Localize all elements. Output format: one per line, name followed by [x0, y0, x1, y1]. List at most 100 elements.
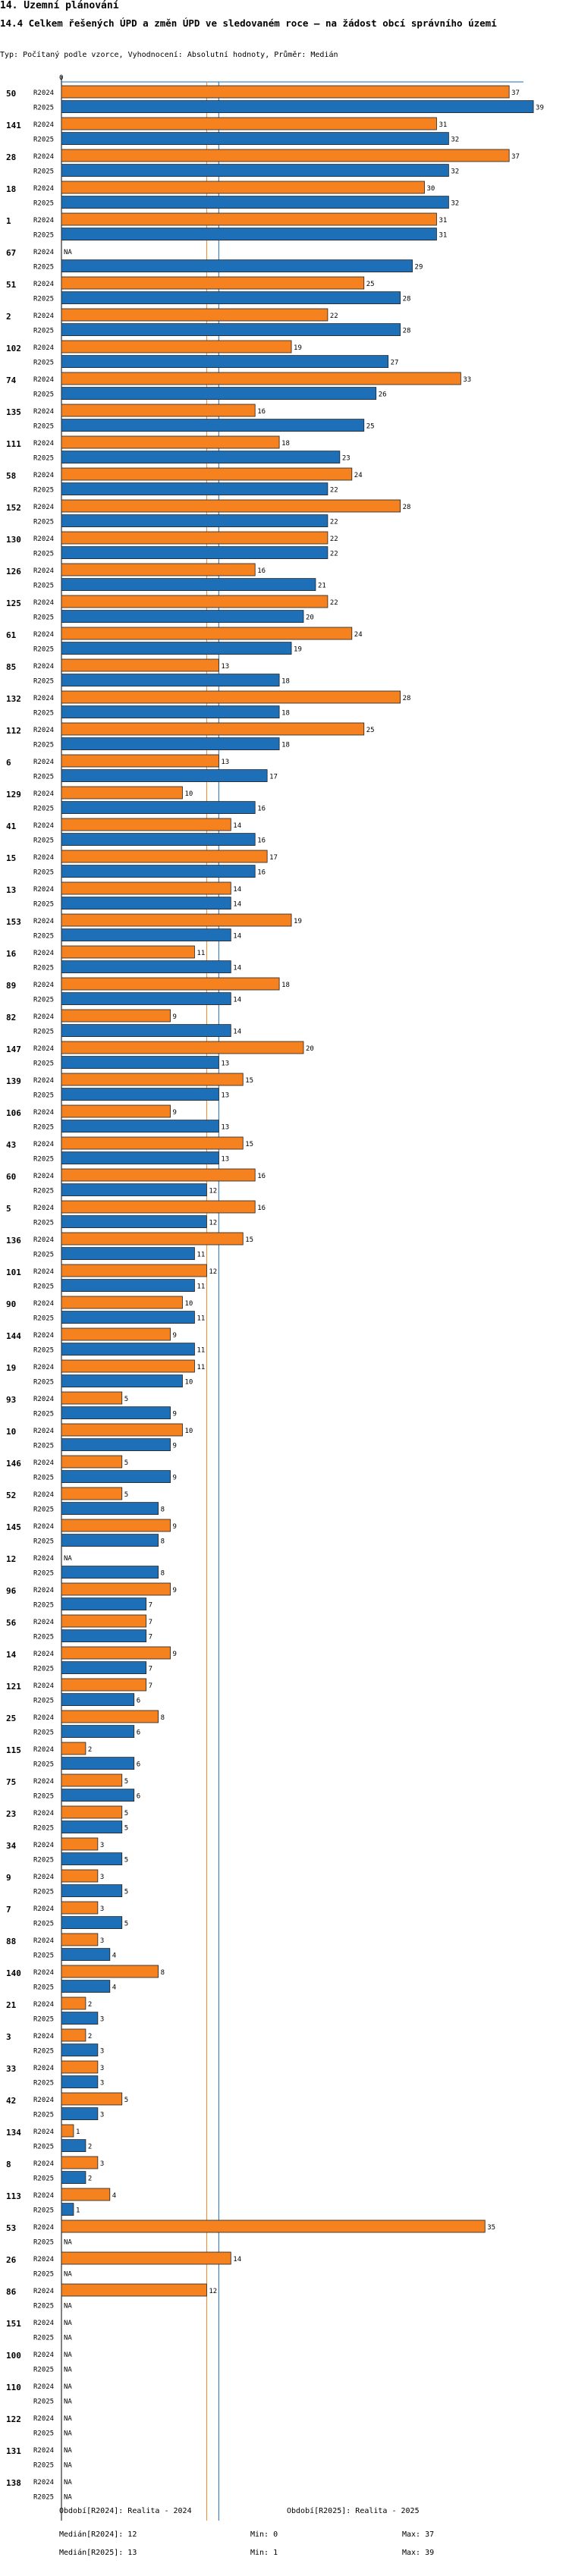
bar-r2024 [61, 1455, 123, 1469]
bar-r2024 [61, 722, 365, 736]
series-row-label: R2024 [33, 759, 54, 766]
bar-value-label: 11 [196, 1347, 205, 1355]
group-label: 42 [6, 2096, 16, 2106]
bar-r2024 [61, 2028, 86, 2042]
bar-r2024 [61, 404, 256, 417]
group-label: 14 [6, 1650, 17, 1660]
bar-r2024 [61, 818, 231, 831]
bar-value-label: 31 [439, 121, 447, 129]
series-row-label: R2024 [33, 1619, 54, 1626]
group-label: 26 [6, 2255, 17, 2265]
bar-r2024 [61, 1901, 99, 1915]
series-row-label: R2025 [33, 2271, 54, 2279]
bar-na-label: NA [64, 2494, 72, 2502]
bar-value-label: 5 [124, 1459, 128, 1467]
group-label: 51 [6, 280, 17, 290]
series-row-label: R2024 [33, 1778, 54, 1786]
bar-r2025 [61, 1374, 183, 1387]
group-label: 96 [6, 1586, 17, 1596]
bar-value-label: 16 [257, 1205, 266, 1212]
bar-r2024 [61, 1200, 256, 1214]
bar-value-label: 10 [185, 790, 193, 798]
bar-r2024 [61, 1742, 86, 1755]
bar-r2024 [61, 1359, 195, 1373]
bar-value-label: 18 [281, 678, 290, 686]
group-label: 125 [6, 598, 21, 608]
bar-r2025 [61, 578, 316, 591]
series-row-label: R2025 [33, 1315, 54, 1323]
bar-r2024 [61, 945, 195, 959]
series-row-label: R2025 [33, 200, 54, 208]
group-label: 9 [6, 1873, 11, 1883]
group-label: 74 [6, 375, 17, 385]
series-row-label: R2025 [33, 2239, 54, 2247]
bar-r2025 [61, 1629, 147, 1643]
series-row-label: R2024 [33, 1523, 54, 1531]
bar-r2024 [61, 1487, 123, 1500]
bar-r2024 [61, 1009, 171, 1023]
bar-value-label: 14 [233, 2256, 241, 2263]
series-row-label: R2024 [33, 631, 54, 639]
bar-r2024 [61, 1837, 99, 1851]
series-row-label: R2024 [33, 1428, 54, 1435]
bar-r2024 [61, 85, 510, 99]
group-label: 33 [6, 2064, 16, 2074]
series-row-label: R2025 [33, 2335, 54, 2342]
bar-value-label: 18 [281, 982, 290, 989]
bar-value-label: 13 [221, 1092, 229, 1100]
bar-r2025 [61, 1661, 147, 1675]
footer-median-2025: Medián[R2025]: 13 [59, 2549, 137, 2557]
series-row-label: R2024 [33, 376, 54, 384]
bar-na-label: NA [64, 2399, 72, 2406]
series-row-label: R2024 [33, 950, 54, 957]
series-row-label: R2024 [33, 2097, 54, 2104]
bar-r2025 [61, 1215, 207, 1228]
group-label: 2 [6, 312, 11, 322]
bar-r2025 [61, 1088, 219, 1101]
bar-na-label: NA [64, 2320, 72, 2327]
bar-value-label: 5 [124, 2097, 128, 2104]
bar-value-label: 20 [306, 1045, 314, 1053]
bar-r2024 [61, 499, 401, 513]
group-label: 61 [6, 630, 17, 640]
bar-r2025 [61, 2075, 99, 2089]
series-row-label: R2024 [33, 217, 54, 225]
bar-r2024 [61, 1296, 183, 1309]
bar-value-label: 1 [76, 2128, 80, 2136]
bar-na-label: NA [64, 2462, 72, 2470]
bar-r2025 [61, 960, 231, 973]
bar-r2025 [61, 1820, 123, 1834]
series-row-label: R2024 [33, 2065, 54, 2072]
bar-value-label: 2 [88, 2001, 92, 2009]
bar-r2024 [61, 2188, 111, 2201]
bar-value-label: 9 [173, 1332, 177, 1340]
bar-r2025 [61, 865, 256, 878]
bar-value-label: 5 [124, 1889, 128, 1896]
bar-r2025 [61, 1852, 123, 1866]
bar-r2025 [61, 323, 401, 337]
group-label: 101 [6, 1268, 21, 1277]
group-label: 151 [6, 2319, 21, 2329]
bar-value-label: 28 [403, 328, 411, 335]
bar-value-label: 5 [124, 1825, 128, 1833]
bar-value-label: 2 [88, 2175, 92, 2183]
group-label: 15 [6, 853, 16, 863]
bar-na-label: NA [64, 2415, 72, 2423]
series-row-label: R2025 [33, 2144, 54, 2151]
bar-r2024 [61, 2124, 74, 2138]
bar-r2024 [61, 1773, 123, 1787]
bar-value-label: 25 [366, 727, 375, 734]
series-row-label: R2025 [33, 2430, 54, 2438]
group-label: 50 [6, 89, 16, 99]
bar-value-label: 22 [330, 519, 338, 526]
series-row-label: R2025 [33, 487, 54, 495]
series-row-label: R2024 [33, 1587, 54, 1594]
series-row-label: R2025 [33, 1825, 54, 1833]
group-label: 146 [6, 1459, 21, 1469]
series-row-label: R2025 [33, 1029, 54, 1036]
bar-value-label: 35 [487, 2224, 495, 2232]
bar-value-label: 9 [173, 1109, 177, 1117]
series-row-label: R2025 [33, 1538, 54, 1546]
series-row-label: R2025 [33, 423, 54, 431]
bar-r2024 [61, 2060, 99, 2074]
